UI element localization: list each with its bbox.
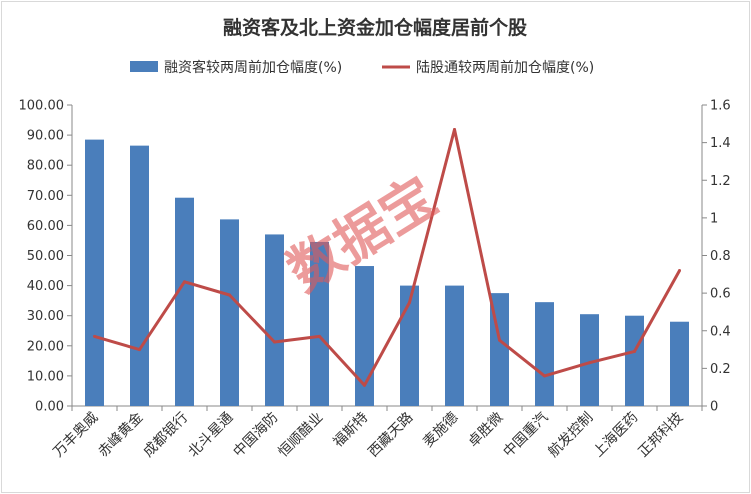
bar-上海医药: [625, 315, 644, 406]
bar-中国重汽: [535, 302, 554, 406]
bar-航发控制: [580, 314, 599, 406]
bar-西藏天路: [400, 285, 419, 406]
line-point-航发控制: [588, 361, 591, 365]
category-label: 航发控制: [545, 410, 596, 461]
left-tick-label: 70.00: [27, 189, 64, 204]
line-point-卓胜微: [498, 338, 501, 342]
category-label: 北斗星通: [185, 410, 236, 461]
bar-北斗星通: [220, 219, 239, 406]
category-label: 卓胜微: [465, 410, 506, 451]
line-point-上海医药: [633, 349, 636, 353]
left-tick-label: 50.00: [27, 249, 64, 264]
bar-赤峰黄金: [130, 145, 149, 406]
line-point-恒顺醋业: [318, 334, 321, 338]
bar-麦施德: [445, 285, 464, 406]
category-label: 中国海防: [230, 410, 281, 461]
chart-title: 融资客及北上资金加仓幅度居前个股: [223, 16, 527, 39]
bar-正邦科技: [670, 321, 689, 406]
right-tick-label: 0.6: [710, 287, 731, 302]
left-tick-label: 40.00: [27, 279, 64, 294]
category-label: 福斯特: [330, 410, 371, 451]
line-series: [93, 127, 681, 387]
line-point-正邦科技: [678, 269, 681, 273]
right-axis-ticks: 0 0.2 0.4 0.6 0.8 1 1.2 1.4 1.6: [702, 99, 731, 415]
left-tick-label: 60.00: [27, 219, 64, 234]
left-tick-label: 90.00: [27, 129, 64, 144]
line-point-成都银行: [183, 280, 186, 284]
right-tick-label: 1: [710, 211, 718, 226]
category-label: 正邦科技: [635, 410, 686, 461]
category-label: 西藏天路: [365, 410, 416, 461]
bar-series: [85, 139, 689, 407]
line-point-麦施德: [453, 127, 456, 131]
line-path: [94, 128, 681, 387]
category-label: 成都银行: [140, 410, 191, 461]
legend-label-line: 陆股通较两周前加仓幅度(%): [416, 59, 594, 76]
category-label: 麦施德: [420, 410, 461, 451]
right-tick-label: 1.6: [710, 99, 731, 114]
bar-恒顺醋业: [310, 241, 329, 406]
legend: 融资客较两周前加仓幅度(%) 陆股通较两周前加仓幅度(%): [130, 59, 594, 76]
category-label: 恒顺醋业: [275, 410, 326, 461]
right-tick-label: 0.2: [710, 362, 731, 377]
right-tick-label: 1.4: [710, 136, 731, 151]
line-point-赤峰黄金: [138, 348, 141, 352]
line-point-西藏天路: [408, 301, 411, 305]
bar-万丰奥威: [85, 139, 104, 407]
legend-swatch-bar: [130, 61, 158, 72]
axes: [71, 105, 703, 411]
legend-label-bar: 融资客较两周前加仓幅度(%): [164, 59, 342, 76]
line-point-中国重汽: [543, 374, 546, 378]
category-label: 中国重汽: [500, 410, 551, 461]
category-label: 万丰奥威: [50, 409, 102, 461]
left-tick-label: 20.00: [27, 339, 64, 354]
left-tick-label: 0.00: [35, 400, 64, 415]
line-point-福斯特: [363, 383, 366, 387]
line-point-北斗星通: [228, 293, 231, 297]
category-label: 赤峰黄金: [95, 409, 147, 461]
right-tick-label: 0.8: [710, 249, 731, 264]
left-axis-ticks: 0.00 10.00 20.00 30.00 40.00 50.00 60.00 70.00 8…: [19, 99, 72, 415]
line-point-万丰奥威: [93, 334, 96, 338]
line-point-中国海防: [273, 340, 276, 344]
bar-成都银行: [175, 197, 194, 406]
left-tick-label: 10.00: [27, 369, 64, 384]
right-tick-label: 0.4: [710, 324, 731, 339]
right-tick-label: 0: [710, 400, 718, 415]
left-tick-label: 80.00: [27, 159, 64, 174]
bar-福斯特: [355, 266, 374, 406]
right-tick-label: 1.2: [710, 174, 731, 189]
category-label: 上海医药: [590, 410, 641, 461]
left-tick-label: 100.00: [19, 99, 65, 114]
left-tick-label: 30.00: [27, 309, 64, 324]
bar-中国海防: [265, 234, 284, 406]
